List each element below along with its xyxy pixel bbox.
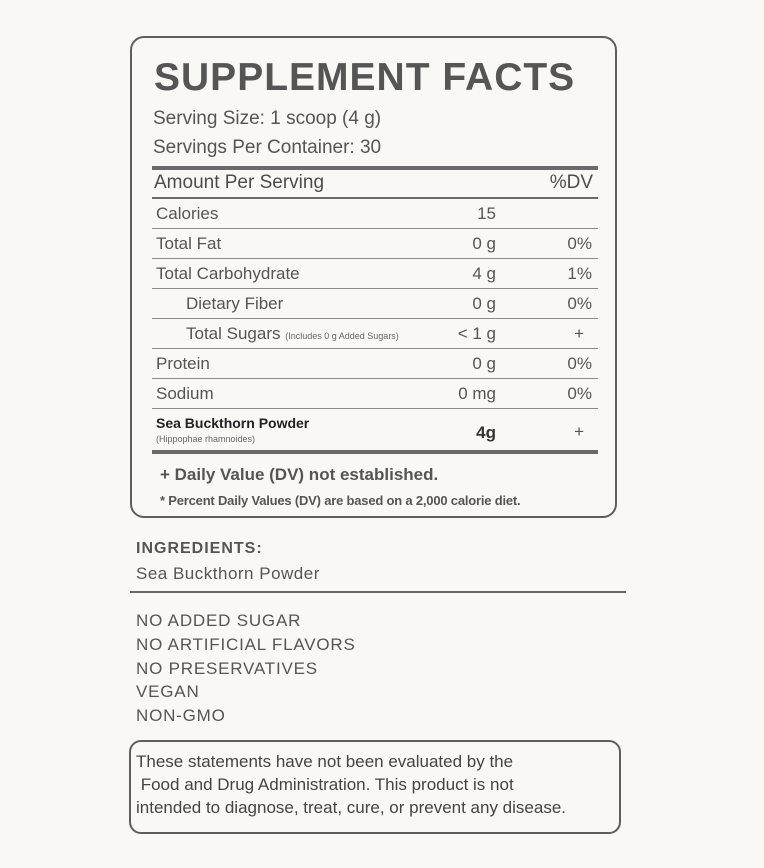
nutrient-name: Total Fat [156, 234, 222, 253]
featured-ingredient-name: Sea Buckthorn Powder [156, 415, 310, 431]
ingredients-value: Sea Buckthorn Powder [136, 564, 320, 583]
nutrient-amount: 0 g [472, 294, 496, 313]
supplement-facts-panel: SUPPLEMENT FACTS Serving Size: 1 scoop (… [130, 36, 617, 518]
disclaimer-line-2: Food and Drug Administration. This produ… [136, 775, 514, 794]
fda-disclaimer-text: These statements have not been evaluated… [136, 750, 566, 819]
nutrient-name: Total Sugars (Includes 0 g Added Sugars) [186, 324, 399, 344]
fda-disclaimer-box: These statements have not been evaluated… [129, 740, 621, 834]
featured-ingredient-amount: 4g [476, 423, 496, 442]
nutrient-row-total-fat: Total Fat 0 g 0% [152, 229, 598, 259]
nutrient-row-protein: Protein 0 g 0% [152, 349, 598, 379]
nutrient-name: Dietary Fiber [186, 294, 284, 313]
claim-item: NO ADDED SUGAR [136, 611, 302, 630]
serving-size: Serving Size: 1 scoop (4 g) [153, 108, 382, 129]
thick-rule-bottom [152, 450, 598, 454]
nutrient-dv: 0% [567, 294, 592, 313]
featured-ingredient-scientific-name: (Hippophae rhamnoides) [156, 434, 256, 444]
nutrient-name: Total Carbohydrate [156, 264, 300, 283]
nutrient-amount: 15 [477, 204, 496, 223]
featured-ingredient-row: Sea Buckthorn Powder (Hippophae rhamnoid… [152, 410, 598, 451]
nutrient-row-calories: Calories 15 [152, 199, 598, 229]
nutrient-amount: 4 g [472, 264, 496, 283]
disclaimer-line-3: intended to diagnose, treat, cure, or pr… [136, 798, 566, 817]
nutrient-dv: 0% [567, 234, 592, 253]
dv-not-established-note: + Daily Value (DV) not established. [160, 465, 439, 484]
ingredients-heading: INGREDIENTS: [136, 540, 263, 557]
nutrient-amount: < 1 g [457, 324, 496, 343]
nutrient-dv: 0% [567, 354, 592, 373]
section-divider [130, 591, 626, 593]
percent-daily-value-note: * Percent Daily Values (DV) are based on… [160, 493, 521, 508]
nutrient-dv: + [574, 324, 584, 343]
nutrient-row-dietary-fiber: Dietary Fiber 0 g 0% [152, 289, 598, 319]
panel-title: SUPPLEMENT FACTS [154, 56, 576, 99]
nutrient-name: Sodium [156, 384, 214, 403]
nutrient-row-total-carbohydrate: Total Carbohydrate 4 g 1% [152, 259, 598, 289]
disclaimer-line-1: These statements have not been evaluated… [136, 752, 514, 771]
amount-per-serving-header: Amount Per Serving [154, 172, 325, 193]
featured-ingredient-dv: + [574, 422, 584, 441]
claim-item: NON-GMO [136, 706, 226, 726]
thick-rule-top [152, 166, 598, 170]
nutrient-row-total-sugars: Total Sugars (Includes 0 g Added Sugars)… [152, 319, 598, 349]
nutrient-amount: 0 g [472, 354, 496, 373]
claim-item: VEGAN [136, 682, 200, 702]
claim-item: NO PRESERVATIVES [136, 658, 318, 678]
servings-per-container: Servings Per Container: 30 [153, 137, 382, 158]
nutrient-name: Calories [156, 204, 219, 223]
nutrient-amount: 0 mg [458, 384, 496, 403]
nutrient-dv: 0% [567, 384, 592, 403]
nutrient-name: Protein [156, 354, 210, 373]
nutrient-dv: 1% [567, 264, 592, 283]
header-rule [152, 197, 598, 199]
product-claims-list: NO ADDED SUGAR NO ARTIFICIAL FLAVORS NO … [136, 609, 356, 728]
added-sugars-note: (Includes 0 g Added Sugars) [285, 331, 399, 341]
nutrient-row-sodium: Sodium 0 mg 0% [152, 379, 598, 409]
claim-item: NO ARTIFICIAL FLAVORS [136, 634, 356, 654]
total-sugars-label: Total Sugars [186, 324, 281, 343]
dv-header: %DV [549, 172, 593, 193]
nutrient-amount: 0 g [472, 234, 496, 253]
